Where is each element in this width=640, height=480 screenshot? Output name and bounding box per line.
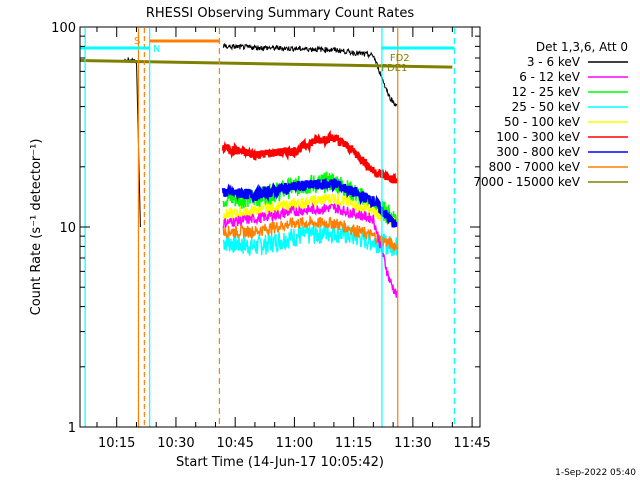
annotation-fde1: FDE1 — [381, 63, 407, 74]
y-tick-label: 1 — [68, 421, 76, 436]
x-tick-label: 11:00 — [276, 436, 313, 451]
series-25-50keV-group — [222, 222, 398, 257]
x-tick-label: 11:30 — [394, 436, 431, 451]
y-tick-label: 100 — [51, 21, 76, 36]
series-line-100-300 — [221, 129, 399, 184]
legend-label: 6 - 12 keV — [519, 70, 581, 84]
series-line-800-7000 — [222, 214, 398, 252]
footer-timestamp: 1-Sep-2022 05:40 — [555, 468, 636, 478]
legend-label: 50 - 100 keV — [504, 115, 581, 129]
series-line-7000-15000 — [79, 58, 453, 69]
axis-layer: 1 10 100 10:15 10:30 10:45 11:00 11:15 11:30 11:4… — [51, 21, 491, 451]
y-tick-label: 10 — [59, 221, 76, 236]
legend-label: 100 - 300 keV — [496, 130, 580, 144]
series-50-100keV-group — [222, 193, 398, 227]
series-800-7000keV-group — [222, 214, 398, 252]
series-line-6-12 — [222, 202, 398, 298]
series-300-800keV-group — [221, 177, 398, 228]
series-line-3-6-main — [222, 42, 398, 107]
x-tick-label: 10:45 — [216, 436, 253, 451]
annotation-n: N — [153, 44, 160, 55]
series-100-300keV-group — [221, 129, 399, 184]
x-tick-label: 10:30 — [157, 436, 194, 451]
x-tick-label: 11:15 — [335, 436, 372, 451]
annotation-s: S — [134, 36, 140, 47]
series-line-300-800 — [221, 177, 398, 228]
legend-title: Det 1,3,6, Att 0 — [536, 40, 628, 54]
series-line-50-100 — [222, 193, 398, 227]
series-6-12keV-group — [222, 202, 398, 298]
series-line-25-50 — [222, 222, 398, 257]
legend-label: 12 - 25 keV — [512, 85, 581, 99]
legend-label: 3 - 6 keV — [527, 55, 581, 69]
annotation-fd2: FD2 — [390, 53, 410, 64]
legend-label: 800 - 7000 keV — [489, 160, 581, 174]
y-axis-label: Count Rate (s⁻¹ detector⁻¹) — [29, 139, 44, 316]
legend-label: 25 - 50 keV — [512, 100, 581, 114]
series-7000-15000keV-group — [79, 58, 453, 69]
legend-label: 7000 - 15000 keV — [473, 175, 580, 189]
legend-label: 300 - 800 keV — [496, 145, 580, 159]
x-axis-label: Start Time (14-Jun-17 10:05:42) — [176, 455, 384, 470]
x-tick-label: 10:15 — [98, 436, 135, 451]
chart-title: RHESSI Observing Summary Count Rates — [146, 6, 415, 21]
x-tick-label: 11:45 — [453, 436, 490, 451]
